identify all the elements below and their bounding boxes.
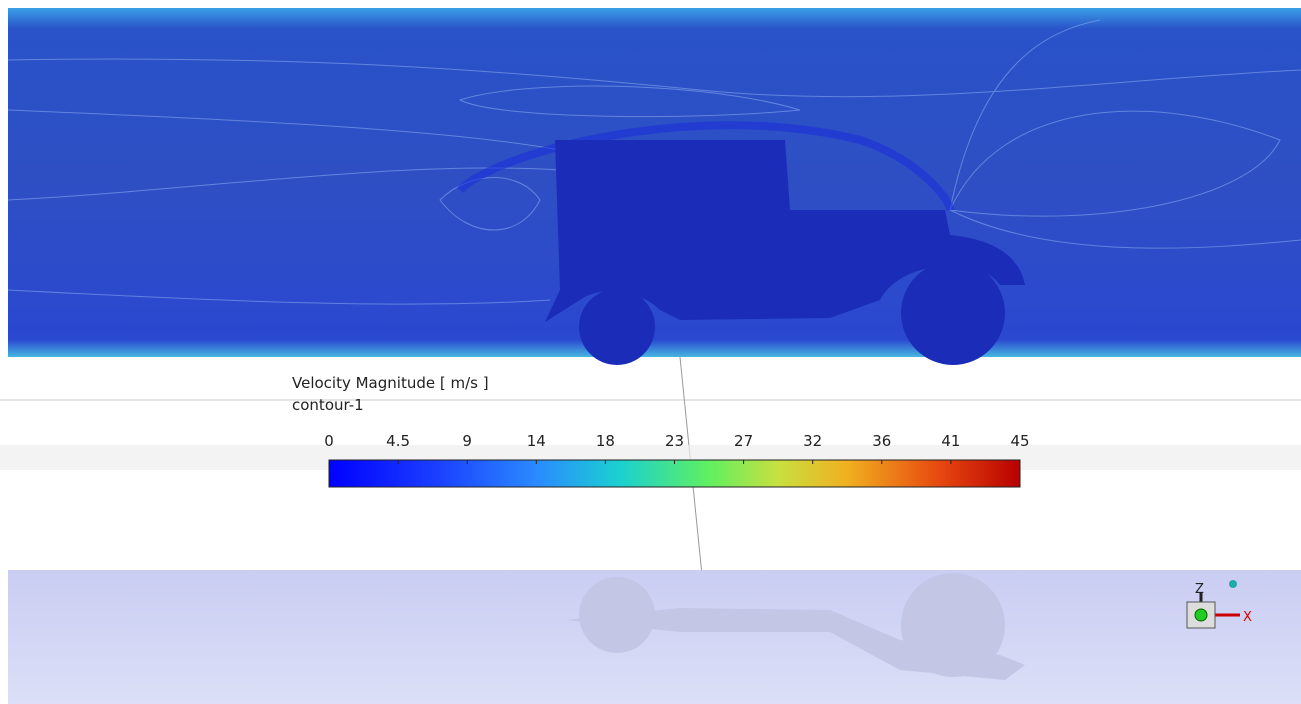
legend-title: Velocity Magnitude [ m/s ] (292, 374, 489, 392)
floor-reflection (8, 570, 1301, 704)
x-label: X (1243, 610, 1252, 625)
colorbar-tick-label: 36 (872, 432, 891, 450)
colorbar-tick-label: 27 (734, 432, 753, 450)
colorbar-tick-label: 18 (596, 432, 615, 450)
vehicle-reflection (565, 573, 1025, 680)
colorbar-tick-label: 4.5 (386, 432, 410, 450)
colorbar-tick-label: 0 (324, 432, 334, 450)
colorbar-tick-label: 23 (665, 432, 684, 450)
colorbar-tick-label: 41 (941, 432, 960, 450)
axis-triad: Z X (1186, 580, 1252, 629)
legend-subtitle: contour-1 (292, 396, 364, 414)
colorbar (328, 459, 1021, 488)
boundary-layer (457, 121, 954, 211)
vehicle (545, 140, 1025, 365)
colorbar-tick-label: 14 (527, 432, 546, 450)
colorbar-tick-label: 45 (1010, 432, 1029, 450)
colorbar-tick-label: 9 (462, 432, 472, 450)
z-label: Z (1195, 582, 1204, 597)
colorbar-tick-label: 32 (803, 432, 822, 450)
